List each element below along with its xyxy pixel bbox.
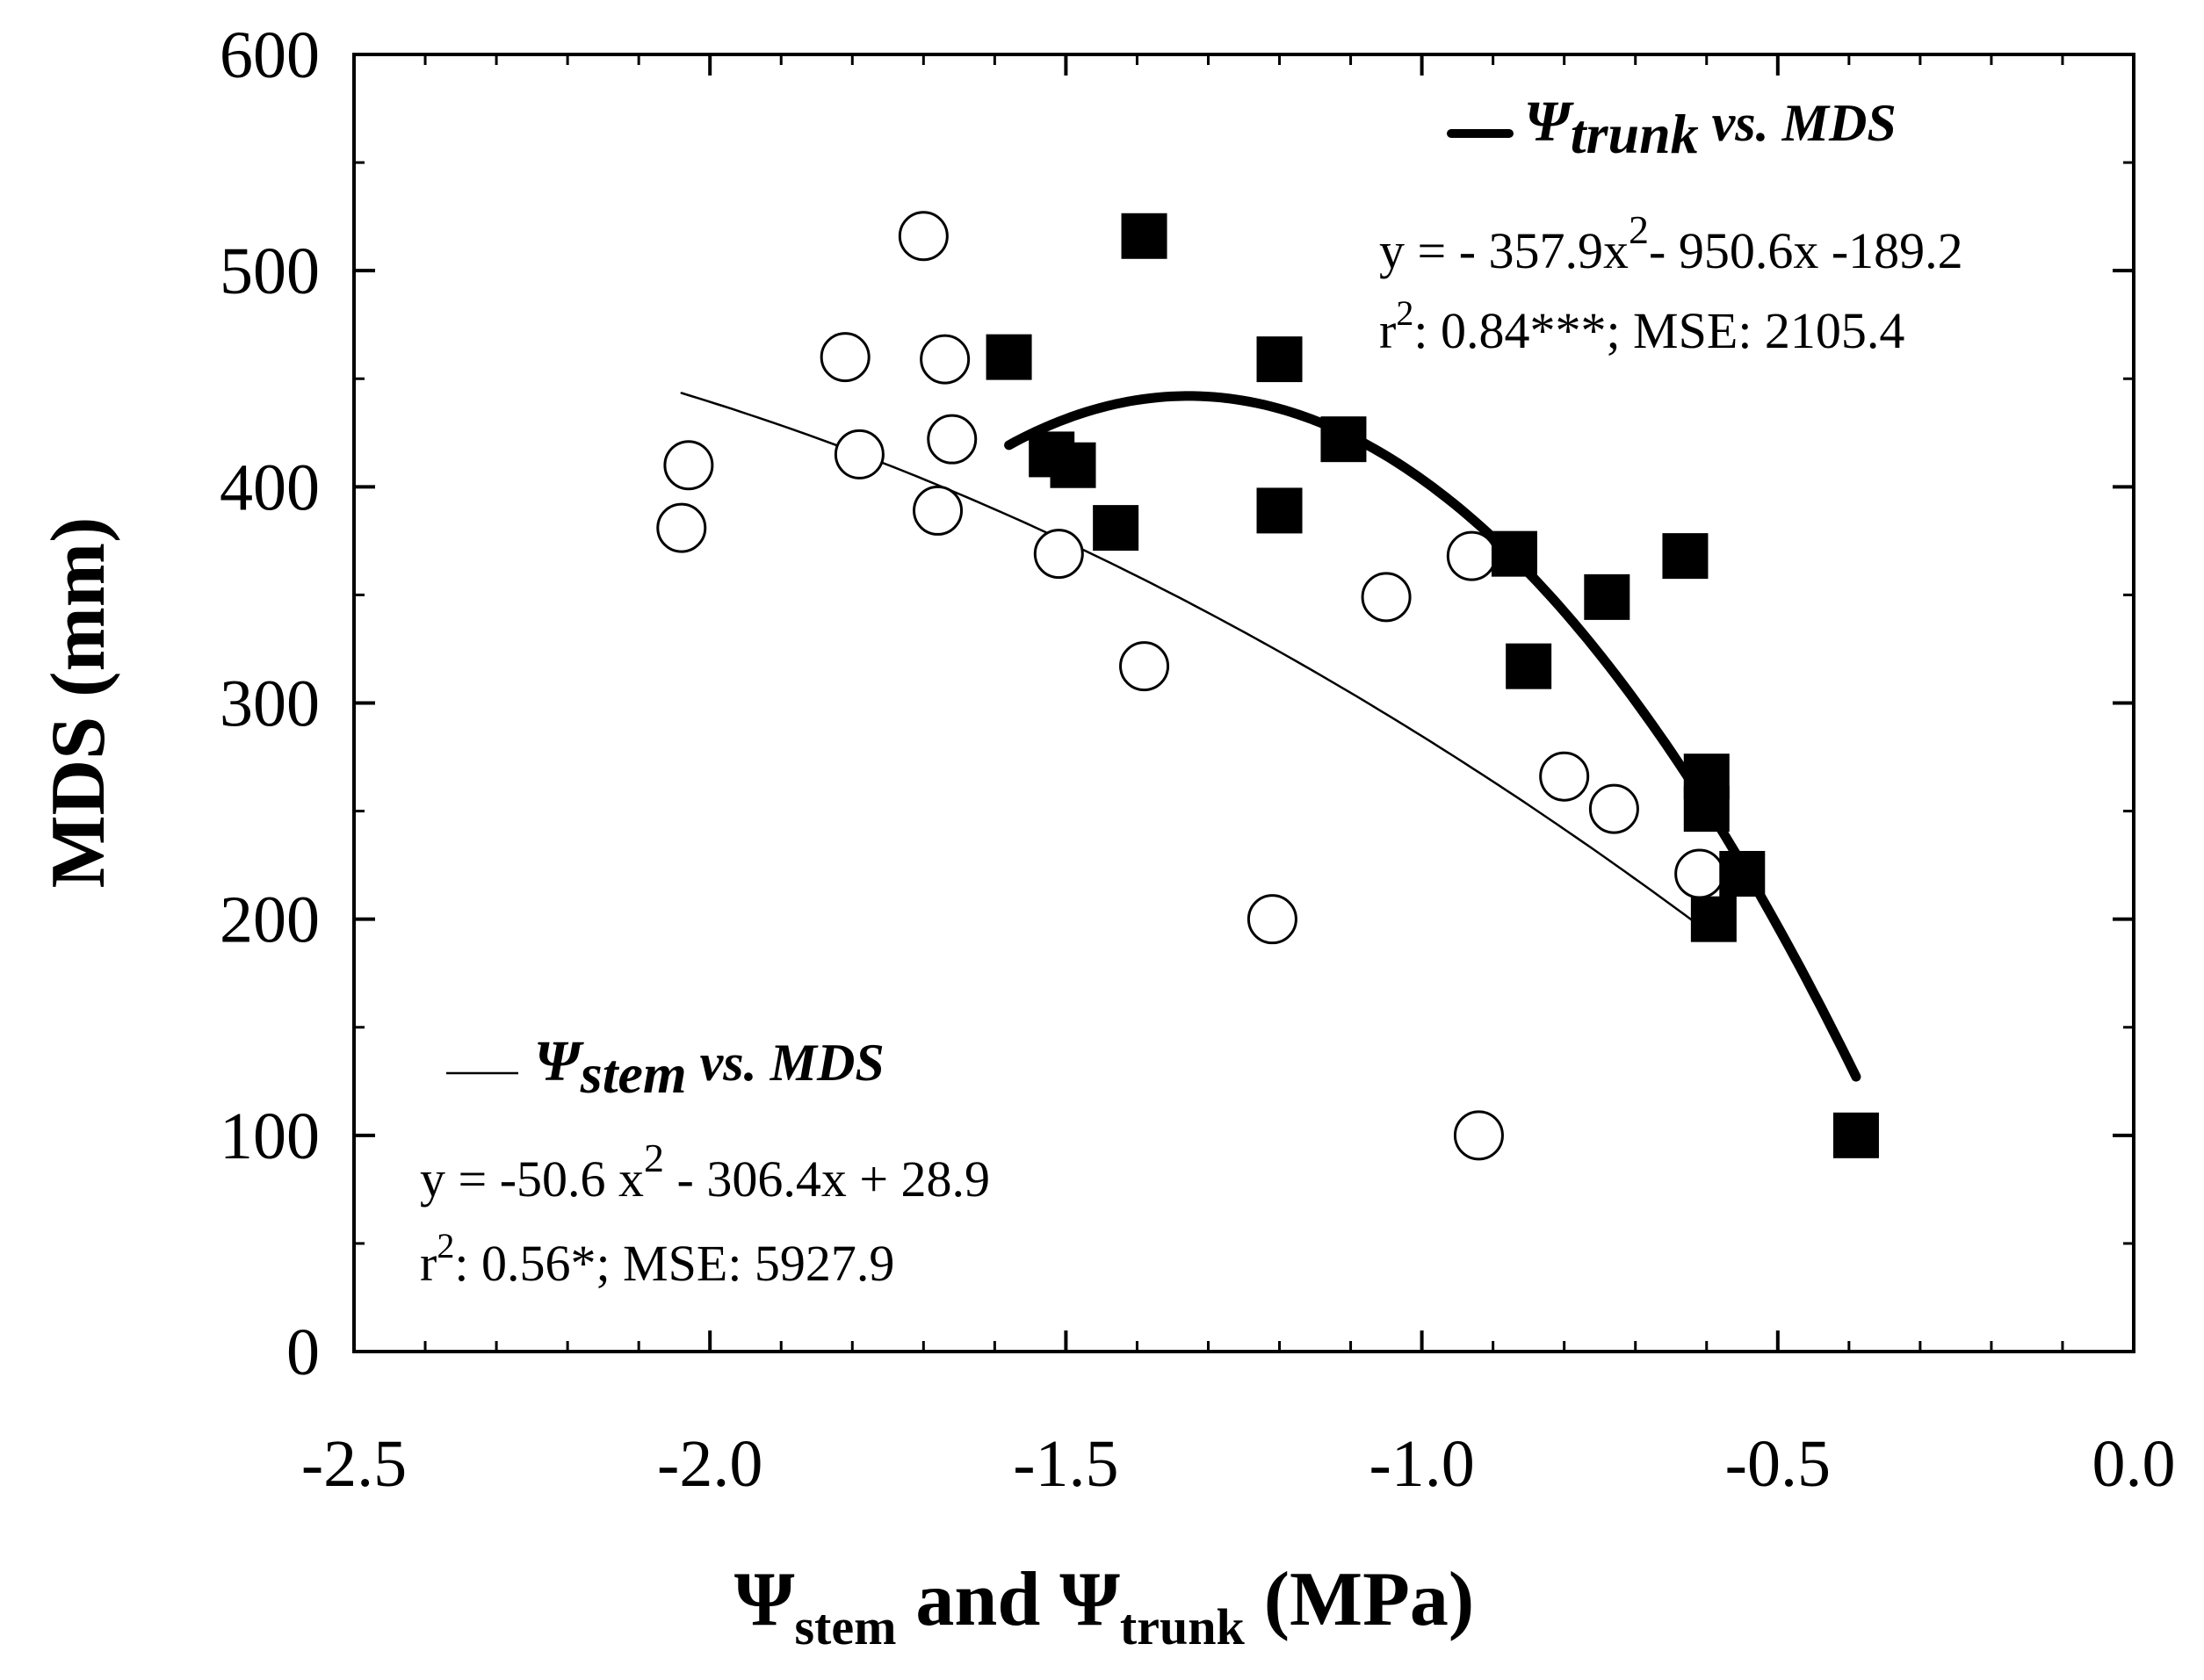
trunk-data-point [1256, 487, 1303, 534]
stem-data-point [913, 485, 964, 536]
legend-trunk-symbol: Ψ [1524, 90, 1574, 154]
x-axis-title-middle: and Ψ [896, 1557, 1120, 1642]
stem-data-point [834, 429, 885, 479]
legend-stem-sub: stem [580, 1042, 687, 1105]
legend-stem-label: Ψstem vs. MDS [534, 1029, 885, 1105]
trunk-data-point [1584, 573, 1630, 620]
y-tick-label: 400 [220, 451, 320, 524]
x-axis-title-suffix: (MPa) [1245, 1557, 1474, 1642]
stem-data-point [898, 211, 949, 262]
legend-trunk-text: vs. MDS [1699, 94, 1897, 152]
trunk-data-point [1506, 643, 1552, 689]
legend-stem-eq-sup: 2 [644, 1136, 664, 1180]
legend-stem-symbol: Ψ [534, 1029, 584, 1093]
stem-data-point [1453, 1110, 1504, 1161]
trunk-data-point [1320, 416, 1367, 463]
stem-data-point [1119, 641, 1170, 692]
legend-trunk-equation: y = - 357.9x2- 950.6x -189.2 [1379, 207, 1963, 279]
stem-data-point [1588, 783, 1639, 834]
legend-stem-stat-pre: r [420, 1235, 437, 1292]
y-tick-label: 100 [220, 1100, 320, 1173]
legend-trunk-stat-sup: 2 [1396, 293, 1413, 333]
trunk-data-point [1256, 336, 1303, 383]
legend-stem-eq-post: - 306.4x + 28.9 [664, 1150, 990, 1208]
stem-data-point [1361, 572, 1412, 623]
stem-data-point [656, 502, 707, 553]
x-axis-title-psi-stem: Ψ [734, 1557, 795, 1642]
x-tick-label: -2.0 [657, 1427, 762, 1501]
legend-trunk-eq-post: - 950.6x -189.2 [1649, 222, 1963, 279]
x-axis-title-sub-trunk: trunk [1120, 1598, 1246, 1655]
stem-data-point [927, 414, 978, 465]
stem-data-point [663, 440, 714, 491]
y-tick-label: 0 [286, 1316, 320, 1389]
legend-trunk-label: Ψtrunk vs. MDS [1524, 90, 1897, 165]
legend-trunk-stat-pre: r [1379, 302, 1396, 359]
legend-stem-equation: y = -50.6 x2 - 306.4x + 28.9 [420, 1136, 990, 1208]
x-tick-label: -2.5 [301, 1427, 407, 1501]
major-ticks [352, 53, 2135, 1353]
stem-data-point [1539, 751, 1590, 802]
legend-trunk-eq-pre: y = - 357.9x [1379, 222, 1629, 279]
trunk-data-point [1093, 505, 1139, 552]
x-tick-label: -0.5 [1725, 1427, 1831, 1501]
trunk-data-point [1050, 442, 1096, 488]
legend-trunk-stat-post: : 0.84***; MSE: 2105.4 [1413, 302, 1904, 359]
stem-data-point [820, 332, 871, 383]
x-axis-title: Ψstem and Ψtrunk (MPa) [734, 1557, 1474, 1655]
stem-data-point [1247, 894, 1297, 945]
legend-trunk-eq-sup: 2 [1629, 207, 1649, 252]
trunk-data-point [1491, 530, 1537, 577]
trunk-data-point [1832, 1112, 1879, 1158]
trunk-data-point [1690, 896, 1737, 942]
stem-data-point [1674, 848, 1725, 899]
y-tick-label: 600 [220, 18, 320, 92]
x-tick-labels: -2.5 -2.0 -1.5 -1.0 -0.5 0.0 [301, 1427, 2176, 1501]
x-tick-label: -1.5 [1013, 1427, 1118, 1501]
x-tick-label: 0.0 [2092, 1427, 2176, 1501]
y-axis-title: MDS (mm) [36, 517, 121, 889]
y-tick-label: 300 [220, 667, 320, 741]
y-tick-label: 200 [220, 883, 320, 957]
legend-trunk-stats: r2: 0.84***; MSE: 2105.4 [1379, 293, 1904, 359]
trunk-data-point [986, 334, 1032, 380]
trunk-fit-curve [1004, 391, 1861, 1082]
stem-data-point [920, 334, 971, 385]
y-tick-labels: 0 100 200 300 400 500 600 [220, 18, 320, 1389]
trunk-data-point [1121, 213, 1167, 259]
legend-stem-stats: r2: 0.56*; MSE: 5927.9 [420, 1226, 894, 1292]
stem-points [656, 211, 1725, 1161]
stem-data-point [1446, 530, 1497, 581]
stem-data-point [1033, 529, 1084, 580]
legend-stem-stat-sup: 2 [437, 1226, 454, 1265]
trunk-points [986, 213, 1879, 1158]
trunk-data-point [1683, 786, 1730, 833]
x-tick-label: -1.0 [1369, 1427, 1474, 1501]
trunk-data-point [1719, 850, 1766, 897]
y-tick-label: 500 [220, 234, 320, 308]
x-axis-title-sub-stem: stem [794, 1598, 896, 1655]
trunk-data-point [1662, 533, 1709, 580]
legend-stem-eq-pre: y = -50.6 x [420, 1150, 644, 1208]
legend-stem-text: vs. MDS [687, 1034, 885, 1092]
legend-stem-stat-post: : 0.56*; MSE: 5927.9 [454, 1235, 894, 1292]
legend-trunk-sub: trunk [1571, 103, 1699, 165]
